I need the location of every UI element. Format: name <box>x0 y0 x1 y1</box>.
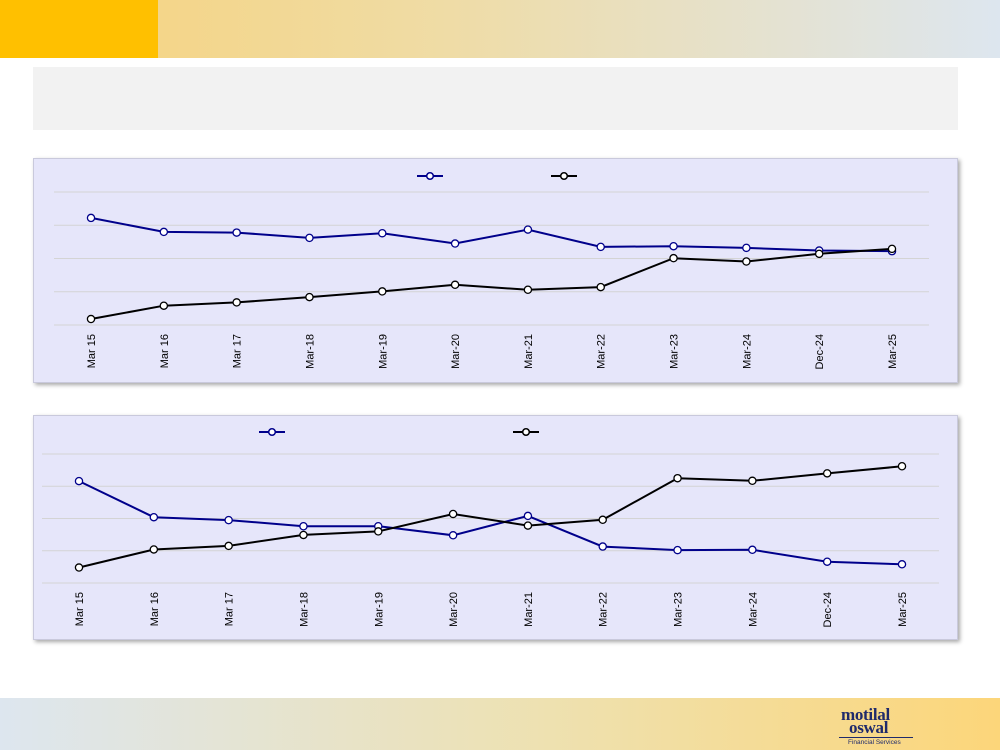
legend-marker-2 <box>559 171 569 181</box>
data-point <box>374 527 383 536</box>
x-tick-label: Mar-23 <box>673 592 685 627</box>
data-point <box>598 515 607 525</box>
x-tick-label: Mar 17 <box>232 334 244 368</box>
data-point <box>299 521 308 531</box>
data-point <box>673 473 682 483</box>
data-point <box>159 301 169 310</box>
data-point <box>378 287 387 296</box>
x-tick-label: Mar 16 <box>149 592 161 626</box>
footer-band <box>0 698 1000 750</box>
brand-logo: motilal oswal Financial Services <box>835 705 915 747</box>
data-point <box>596 282 605 292</box>
series-line-2 <box>90 247 893 320</box>
chart-panel-bottom: Mar 15 Mar 16 Mar 17 Mar-18 Mar-19 Mar-20 Mar-… <box>33 415 958 640</box>
x-tick-label: Mar-19 <box>377 334 389 369</box>
series-line-2 <box>78 465 903 569</box>
x-tick-label: Mar-25 <box>887 334 899 369</box>
data-point <box>305 233 314 243</box>
logo-line2: oswal <box>849 718 889 737</box>
data-point <box>523 225 533 234</box>
x-tick-label: Mar-22 <box>596 334 608 369</box>
data-point <box>887 244 897 254</box>
data-point <box>74 563 84 572</box>
x-tick-label: Mar-21 <box>523 334 535 369</box>
x-tick-label: Dec-24 <box>822 592 834 627</box>
data-point <box>86 213 96 223</box>
data-point <box>523 521 533 530</box>
data-point <box>523 511 533 521</box>
data-point <box>86 314 96 324</box>
x-tick-label: Mar 17 <box>224 592 236 626</box>
data-point <box>224 541 233 551</box>
data-point <box>748 476 757 486</box>
data-point <box>669 253 678 263</box>
x-tick-label: Mar-20 <box>448 592 460 627</box>
data-point <box>450 239 460 248</box>
chart-panel-top: Mar 15 Mar 16 Mar 17 Mar-18 Mar-19 Mar-20 Mar-… <box>33 158 958 383</box>
x-tick-label: Mar 15 <box>74 592 86 626</box>
data-point <box>378 228 387 238</box>
legend-marker-1 <box>425 171 435 181</box>
x-tick-label: Mar-19 <box>373 592 385 627</box>
data-point <box>448 531 458 540</box>
data-point <box>74 476 84 486</box>
data-point <box>673 545 682 555</box>
logo-line1: motilal <box>841 705 890 724</box>
header-band <box>0 0 1000 58</box>
data-point <box>232 298 241 307</box>
logo-divider <box>839 737 913 738</box>
data-point <box>822 469 832 478</box>
x-tick-label: Dec-24 <box>814 334 826 369</box>
logo-subtitle: Financial Services <box>848 739 901 746</box>
legend-marker-1 <box>267 427 277 437</box>
data-point <box>224 515 233 525</box>
data-point <box>450 280 460 290</box>
x-tick-label: Mar-23 <box>669 334 681 369</box>
data-point <box>742 243 751 253</box>
line-chart-top: Mar 15 Mar 16 Mar 17 Mar-18 Mar-19 Mar-20 Mar-… <box>54 171 929 369</box>
line-chart-bottom: Mar 15 Mar 16 Mar 17 Mar-18 Mar-19 Mar-20 Mar-… <box>42 427 939 627</box>
x-tick-label: Mar-24 <box>741 334 753 369</box>
data-point <box>149 545 159 554</box>
data-point <box>897 560 907 569</box>
data-point <box>448 509 458 519</box>
data-point <box>742 257 751 266</box>
data-point <box>596 242 605 252</box>
data-point <box>232 228 241 237</box>
data-point <box>299 530 308 540</box>
x-tick-label: Mar-24 <box>747 592 759 627</box>
data-point <box>149 512 159 522</box>
x-tick-label: Mar-20 <box>450 334 462 369</box>
x-tick-label: Mar 15 <box>86 334 98 368</box>
series-line-1 <box>78 480 903 566</box>
data-point <box>669 241 678 251</box>
series-line-1 <box>90 216 893 253</box>
legend-marker-2 <box>521 427 531 437</box>
x-tick-label: Mar-22 <box>598 592 610 627</box>
data-point <box>748 545 757 555</box>
data-point <box>814 249 824 259</box>
data-point <box>159 227 169 237</box>
data-point <box>822 557 832 566</box>
x-tick-label: Mar 16 <box>159 334 171 368</box>
data-point <box>897 462 907 471</box>
header-accent-block <box>0 0 158 58</box>
data-point <box>523 285 533 295</box>
data-point <box>305 292 314 302</box>
x-tick-label: Mar-18 <box>298 592 310 627</box>
data-point <box>598 542 607 551</box>
x-tick-label: Mar-21 <box>523 592 535 627</box>
x-tick-label: Mar-18 <box>304 334 316 369</box>
x-tick-label: Mar-25 <box>897 592 909 627</box>
title-box <box>33 67 958 130</box>
